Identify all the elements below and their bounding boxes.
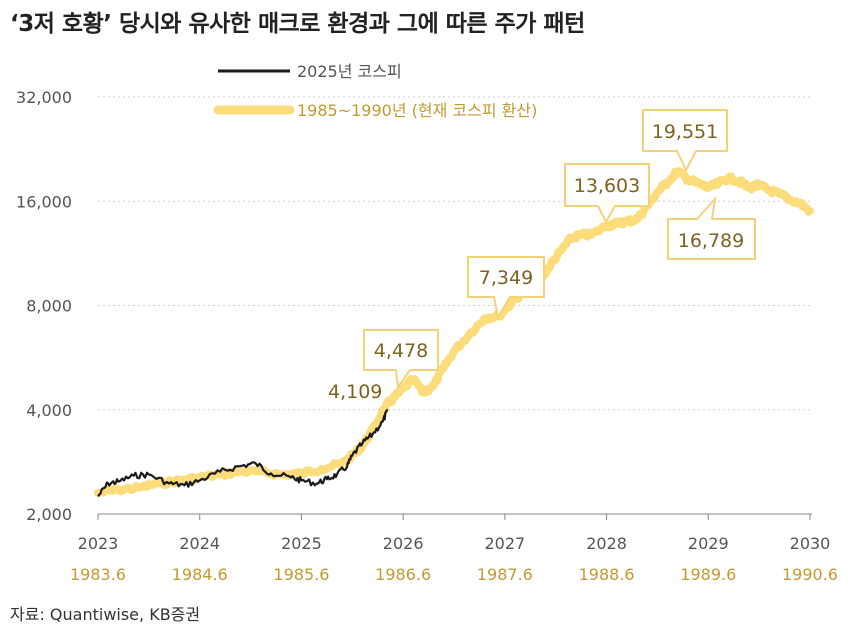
- legend: 2025년 코스피 1985~1990년 (현재 코스피 환산): [213, 62, 537, 120]
- callout-4478: [363, 329, 439, 390]
- x-tick-label-secondary: 1983.6: [70, 565, 126, 584]
- x-tick-labels-secondary: 1983.6 1984.6 1985.6 1986.6 1987.6 1988.6 1989…: [70, 565, 838, 584]
- annotation-19551: 19,551: [652, 121, 718, 143]
- callout-13603: [564, 163, 650, 225]
- y-tick-label: 2,000: [26, 505, 72, 524]
- x-tick-label-secondary: 1986.6: [375, 565, 431, 584]
- x-tick-label: 2027: [484, 534, 525, 553]
- x-tick-label: 2028: [586, 534, 627, 553]
- callout-19551: [642, 109, 728, 173]
- x-tick-label-secondary: 1985.6: [273, 565, 329, 584]
- annotations: 4,109 4,478 7,349 13,603 19,551 16,789: [328, 109, 756, 403]
- y-tick-label: 8,000: [26, 297, 72, 316]
- x-tick-label-secondary: 1984.6: [172, 565, 228, 584]
- x-tick-label-secondary: 1988.6: [579, 565, 635, 584]
- legend-label-2025: 2025년 코스피: [297, 62, 402, 81]
- grid-lines: [98, 96, 810, 411]
- x-tick-label-secondary: 1987.6: [477, 565, 533, 584]
- x-tick-label: 2023: [78, 534, 119, 553]
- x-tick-label: 2030: [790, 534, 831, 553]
- x-tick-labels: 2023 2024 2025 2026 2027 2028 2029 2030: [78, 534, 831, 553]
- x-tick-label-secondary: 1989.6: [680, 565, 736, 584]
- legend-label-1985: 1985~1990년 (현재 코스피 환산): [297, 101, 537, 120]
- y-tick-label: 32,000: [16, 88, 72, 107]
- annotation-4478: 4,478: [374, 340, 428, 362]
- callout-16789: [667, 195, 756, 260]
- axes: [97, 513, 812, 520]
- y-tick-label: 4,000: [26, 401, 72, 420]
- source-note: 자료: Quantiwise, KB증권: [10, 605, 201, 624]
- x-tick-label-secondary: 1990.6: [782, 565, 838, 584]
- x-tick-label: 2029: [688, 534, 729, 553]
- chart-title: ‘3저 호황’ 당시와 유사한 매크로 환경과 그에 따른 주가 패턴: [10, 11, 585, 37]
- annotation-4109: 4,109: [328, 381, 382, 403]
- x-tick-label: 2025: [281, 534, 322, 553]
- x-tick-label: 2026: [383, 534, 424, 553]
- annotation-16789: 16,789: [678, 230, 744, 252]
- annotation-13603: 13,603: [574, 175, 640, 197]
- y-tick-labels: 2,000 4,000 8,000 16,000 32,000: [16, 88, 72, 524]
- y-tick-label: 16,000: [16, 192, 72, 211]
- callout-7349: [467, 256, 545, 320]
- annotation-7349: 7,349: [479, 267, 533, 289]
- series-line-2025: [97, 408, 389, 497]
- x-tick-label: 2024: [179, 534, 220, 553]
